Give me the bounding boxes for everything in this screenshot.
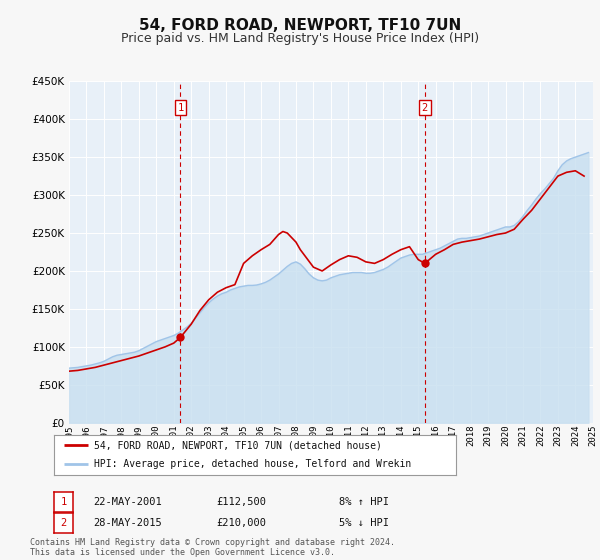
Text: Price paid vs. HM Land Registry's House Price Index (HPI): Price paid vs. HM Land Registry's House … [121, 32, 479, 45]
Text: 1: 1 [177, 103, 184, 113]
Text: 54, FORD ROAD, NEWPORT, TF10 7UN (detached house): 54, FORD ROAD, NEWPORT, TF10 7UN (detach… [94, 441, 382, 450]
Text: £112,500: £112,500 [216, 497, 266, 507]
Text: £210,000: £210,000 [216, 518, 266, 528]
Text: 28-MAY-2015: 28-MAY-2015 [93, 518, 162, 528]
Text: Contains HM Land Registry data © Crown copyright and database right 2024.
This d: Contains HM Land Registry data © Crown c… [30, 538, 395, 557]
Text: 2: 2 [61, 518, 67, 528]
Text: 8% ↑ HPI: 8% ↑ HPI [339, 497, 389, 507]
Text: 5% ↓ HPI: 5% ↓ HPI [339, 518, 389, 528]
Text: 22-MAY-2001: 22-MAY-2001 [93, 497, 162, 507]
Text: HPI: Average price, detached house, Telford and Wrekin: HPI: Average price, detached house, Telf… [94, 459, 412, 469]
Text: 2: 2 [422, 103, 428, 113]
Text: 1: 1 [61, 497, 67, 507]
Text: 54, FORD ROAD, NEWPORT, TF10 7UN: 54, FORD ROAD, NEWPORT, TF10 7UN [139, 18, 461, 33]
